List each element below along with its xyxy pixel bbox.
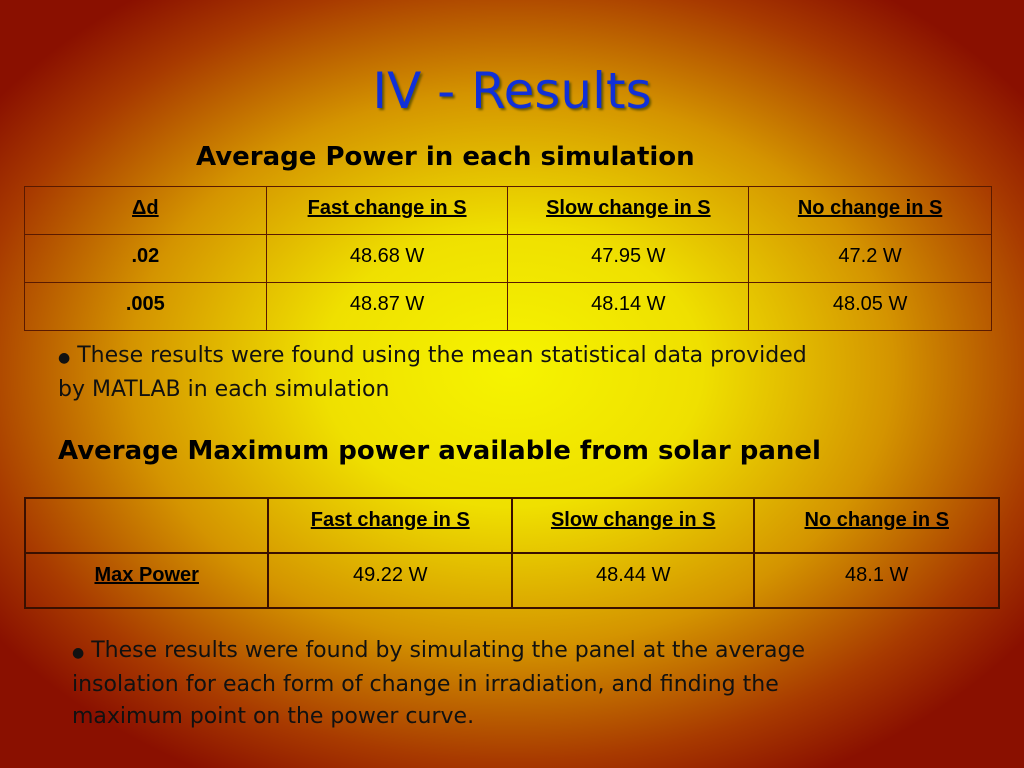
note: ● These results were found by simulating… xyxy=(72,635,805,733)
slide-title: IV - Results xyxy=(372,62,652,120)
cell: 48.14 W xyxy=(507,282,750,331)
header-cell: No change in S xyxy=(753,497,1000,554)
cell: 48.05 W xyxy=(748,282,992,331)
header-cell: Fast change in S xyxy=(265,186,509,235)
note-line: insolation for each form of change in ir… xyxy=(72,672,779,697)
max-power-table: Fast change in S Slow change in S No cha… xyxy=(23,497,1000,609)
empty-cell xyxy=(23,497,270,554)
row-label: .005 xyxy=(24,282,267,331)
cell: 48.87 W xyxy=(265,282,509,331)
note-line: by MATLAB in each simulation xyxy=(58,377,390,402)
cell: 48.44 W xyxy=(510,552,756,609)
header-cell: Slow change in S xyxy=(510,497,756,554)
cell: 47.2 W xyxy=(748,234,992,283)
cell: 48.68 W xyxy=(265,234,509,283)
section-heading: Average Maximum power available from sol… xyxy=(58,436,821,466)
section-heading: Average Power in each simulation xyxy=(196,142,695,172)
header-cell: Slow change in S xyxy=(507,186,750,235)
cell: 47.95 W xyxy=(507,234,750,283)
row-label: Max Power xyxy=(23,552,270,609)
note: ● These results were found using the mea… xyxy=(58,340,807,406)
cell: 48.1 W xyxy=(753,552,1000,609)
note-line: maximum point on the power curve. xyxy=(72,704,475,729)
note-line: These results were found using the mean … xyxy=(77,343,807,368)
header-cell: No change in S xyxy=(748,186,992,235)
note-line: These results were found by simulating t… xyxy=(91,638,806,663)
power-table: Δd Fast change in S Slow change in S No … xyxy=(24,186,992,331)
header-cell: Fast change in S xyxy=(267,497,513,554)
row-label: .02 xyxy=(24,234,267,283)
header-cell: Δd xyxy=(24,186,267,235)
cell: 49.22 W xyxy=(267,552,513,609)
